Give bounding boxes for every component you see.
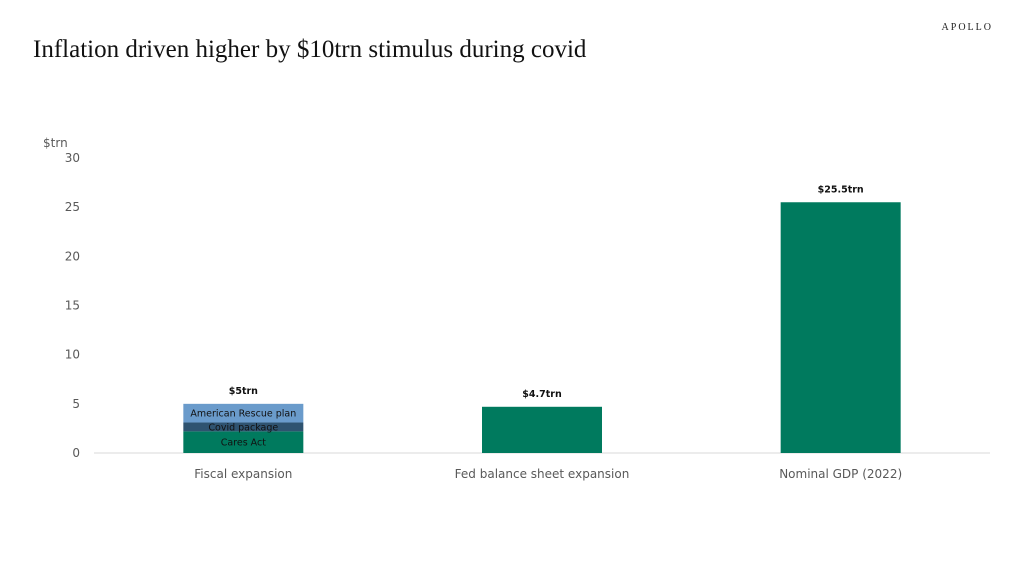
bar-segment [482, 406, 602, 453]
chart-title: Inflation driven higher by $10trn stimul… [33, 36, 587, 63]
bar-segment [780, 202, 901, 453]
x-axis-categories: Fiscal expansion Fed balance sheet expans… [194, 467, 902, 481]
y-tick-label: 25 [65, 200, 80, 214]
data-label: $25.5trn [818, 184, 864, 195]
bar-segment [183, 431, 304, 453]
segment-label: Cares Act [221, 438, 267, 449]
brand-logo: APOLLO [941, 22, 993, 33]
x-category-label: Fiscal expansion [194, 467, 292, 481]
data-label: $4.7trn [522, 389, 562, 400]
y-axis-ticks: 0 5 10 15 20 25 30 [65, 151, 80, 460]
y-tick-label: 5 [72, 397, 80, 411]
y-tick-label: 15 [65, 299, 80, 313]
bars-group: Cares Act Covid package American Rescue pl… [183, 184, 901, 453]
y-tick-label: 10 [65, 348, 80, 362]
y-tick-label: 30 [65, 151, 80, 165]
y-axis-label: $trn [43, 136, 68, 150]
segment-label: Covid package [208, 422, 278, 433]
bar-segment [183, 422, 304, 432]
y-tick-label: 20 [65, 249, 80, 263]
x-category-label: Fed balance sheet expansion [455, 467, 630, 481]
data-label: $5trn [229, 386, 258, 397]
bar-segment [183, 403, 304, 423]
y-tick-label: 0 [72, 446, 80, 460]
segment-label: American Rescue plan [190, 409, 296, 420]
x-category-label: Nominal GDP (2022) [779, 467, 902, 481]
